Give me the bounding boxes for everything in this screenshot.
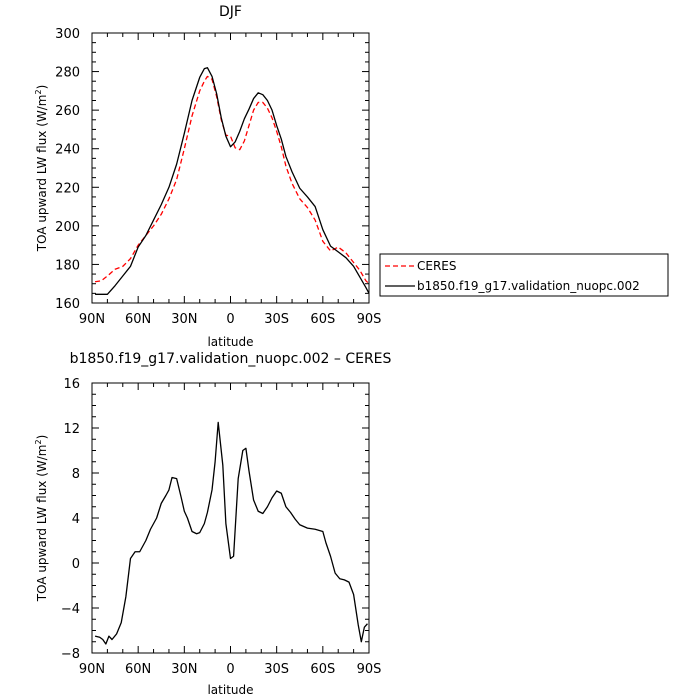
bottom-y-tick-label: 4 — [72, 512, 80, 527]
bottom-y-axis-label-close: ) — [35, 435, 49, 440]
legend: CERES b1850.f19_g17.validation_nuopc.002 — [379, 253, 669, 297]
top-y-axis-label-close: ) — [35, 85, 49, 90]
bottom-series-difference-line — [94, 421, 368, 645]
top-y-tick-label: 220 — [55, 181, 80, 196]
top-panel: DJF 160 180 200 220 240 260 280 300 90N 60N 30N 0 30… — [34, 4, 669, 349]
top-series-b1850-f19-g17-validation-nuopc-002-line — [95, 67, 370, 295]
top-x-axis-label: latitude — [207, 335, 253, 349]
legend-label-model: b1850.f19_g17.validation_nuopc.002 — [417, 279, 640, 293]
bottom-y-tick-label: −4 — [61, 602, 80, 617]
legend-label-ceres: CERES — [417, 259, 457, 273]
bottom-x-tick-label: 90N — [79, 662, 105, 677]
top-plot-frame — [91, 32, 370, 304]
bottom-x-tick-label: 90S — [357, 662, 382, 677]
bottom-x-tick-label: 30S — [264, 662, 289, 677]
top-plot-area: 160 180 200 220 240 260 280 300 90N 60N 30N 0 30S 60S… — [55, 27, 381, 327]
top-x-tick-label: 90N — [79, 312, 105, 327]
top-x-tick-label: 30S — [264, 312, 289, 327]
top-y-tick-label: 300 — [55, 27, 80, 42]
top-x-tick-label: 90S — [357, 312, 382, 327]
bottom-panel: b1850.f19_g17.validation_nuopc.002 – CER… — [34, 351, 392, 697]
bottom-panel-title: b1850.f19_g17.validation_nuopc.002 – CER… — [70, 351, 392, 367]
top-y-axis-label-main: TOA upward LW flux (W/m — [35, 95, 49, 253]
top-y-tick-label: 180 — [55, 258, 80, 273]
top-y-tick-label: 200 — [55, 220, 80, 235]
top-x-tick-label: 60S — [310, 312, 335, 327]
top-x-tick-label: 30N — [171, 312, 197, 327]
legend-box — [379, 253, 669, 297]
top-x-tick-label: 0 — [226, 312, 234, 327]
top-y-tick-label: 160 — [55, 297, 80, 312]
bottom-x-tick-label: 60S — [310, 662, 335, 677]
top-panel-title: DJF — [219, 4, 242, 20]
top-y-tick-label: 280 — [55, 66, 80, 81]
bottom-y-tick-label: 12 — [63, 422, 80, 437]
top-y-tick-label: 240 — [55, 143, 80, 158]
top-y-axis-label: TOA upward LW flux (W/m2) — [34, 85, 49, 253]
bottom-y-axis-label-superscript: 2 — [34, 439, 43, 444]
bottom-y-tick-label: 16 — [63, 377, 80, 392]
bottom-y-tick-label: 0 — [72, 557, 80, 572]
bottom-x-tick-label: 60N — [125, 662, 151, 677]
bottom-y-tick-label: −8 — [61, 647, 80, 662]
bottom-y-axis-label: TOA upward LW flux (W/m2) — [34, 435, 49, 603]
top-y-tick-label: 260 — [55, 104, 80, 119]
bottom-plot-frame — [91, 382, 370, 654]
bottom-x-tick-label: 0 — [226, 662, 234, 677]
top-y-axis-label-superscript: 2 — [34, 89, 43, 94]
bottom-plot-area: −8 −4 0 4 8 12 16 90N 60N 30N 0 30S 60S 90S — [61, 377, 382, 677]
bottom-x-tick-label: 30N — [171, 662, 197, 677]
top-x-tick-label: 60N — [125, 312, 151, 327]
bottom-y-axis-label-main: TOA upward LW flux (W/m — [35, 445, 49, 603]
bottom-x-axis-label: latitude — [207, 683, 253, 697]
bottom-y-tick-label: 8 — [72, 467, 80, 482]
